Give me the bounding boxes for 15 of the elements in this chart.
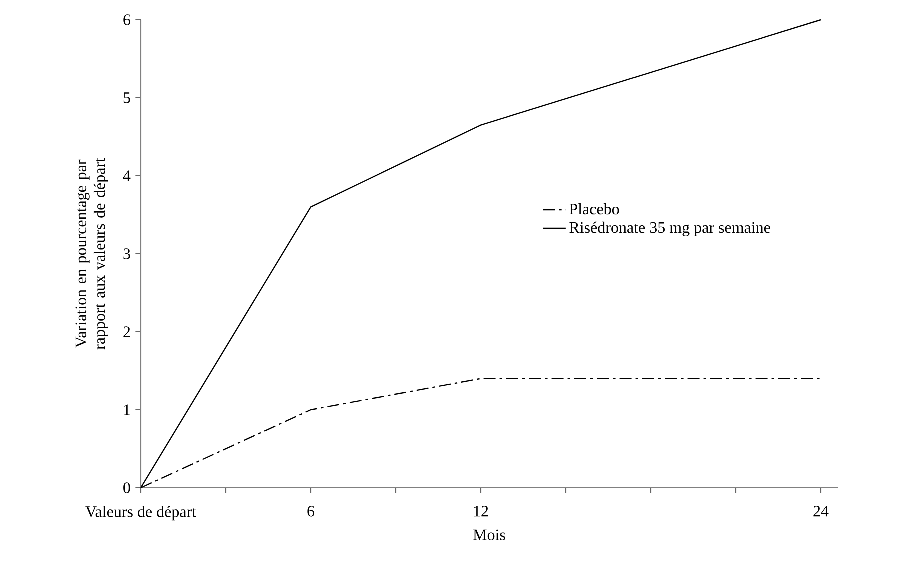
y-tick-label: 2: [124, 326, 130, 338]
legend-label: Placebo: [570, 203, 620, 215]
y-tick-label: 1: [124, 404, 130, 416]
y-axis-title: Variation en pourcentage par rapport aux valeurs de départ: [76, 158, 108, 350]
y-tick-label: 3: [124, 248, 130, 260]
y-tick-label: 6: [124, 14, 130, 26]
y-tick-label: 4: [123, 170, 131, 182]
x-tick-label: 24: [814, 506, 829, 517]
x-tick-label: Valeurs de départ: [86, 506, 196, 521]
y-tick-label: 5: [124, 92, 130, 104]
legend-label: Risédronate 35 mg par semaine: [570, 222, 770, 236]
y-tick-label: 0: [124, 482, 130, 494]
x-tick-label: 6: [308, 506, 315, 517]
x-axis-title: Mois: [474, 530, 506, 540]
x-tick-label: 12: [474, 506, 488, 517]
